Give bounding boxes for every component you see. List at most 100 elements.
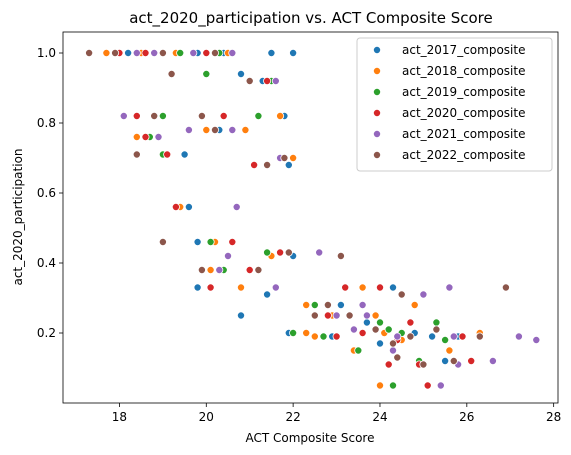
y-axis-label: act_2020_participation [11,148,25,285]
data-point [236,311,245,320]
data-point [210,126,219,135]
data-point [171,202,180,211]
data-point [388,381,397,390]
data-point [202,49,211,58]
legend-marker [372,67,381,76]
legend-marker [372,109,381,118]
legend-label: act_2020_composite [402,106,525,120]
data-point [176,49,185,58]
legend: act_2017_composite act_2018_composite act_… [356,37,553,172]
data-point [141,132,150,141]
data-point [163,150,172,159]
data-point [158,49,167,58]
chart-title: act_2020_participation vs. ACT Composite… [129,9,493,28]
data-point [310,332,319,341]
data-point [102,49,111,58]
data-point [241,126,250,135]
data-point [501,283,510,292]
data-point [280,153,289,162]
data-point [302,300,311,309]
data-point [184,126,193,135]
legend-item: act_2021_composite [372,127,525,141]
data-point [219,112,228,121]
data-point [254,112,263,121]
data-point [206,265,215,274]
data-point [289,328,298,337]
data-point [184,202,193,211]
data-point [197,265,206,274]
data-point [375,381,384,390]
legend-item: act_2018_composite [372,64,525,78]
data-point [358,328,367,337]
data-point [215,265,224,274]
data-point [263,77,272,86]
data-point [432,318,441,327]
data-point [132,132,141,141]
y-axis: 0.2 0.4 0.6 0.8 1.0 [37,46,63,340]
data-point [167,70,176,79]
legend-marker [372,129,381,138]
data-point [232,202,241,211]
data-point [375,283,384,292]
data-point [449,332,458,341]
legend-item: act_2017_composite [372,43,525,57]
y-tick-label: 0.8 [37,116,56,130]
data-point [323,311,332,320]
data-point [271,283,280,292]
data-point [245,265,254,274]
data-point [193,237,202,246]
data-point [141,49,150,58]
data-point [284,160,293,169]
data-point [428,332,437,341]
data-point [375,339,384,348]
series-act_2020_composite [115,49,476,390]
data-point [358,300,367,309]
data-point [441,356,450,365]
data-point [419,360,428,369]
data-point [362,318,371,327]
data-point [349,325,358,334]
data-point [189,49,198,58]
data-point [432,325,441,334]
data-point [236,283,245,292]
data-point [436,381,445,390]
data-point [354,346,363,355]
data-point [228,126,237,135]
data-point [410,300,419,309]
legend-item: act_2019_composite [372,85,525,99]
plot-frame [62,31,559,404]
data-point [406,332,415,341]
data-point [250,160,259,169]
data-point [228,237,237,246]
data-point [393,332,402,341]
legend-marker [372,150,381,159]
x-tick-label: 26 [459,410,474,424]
legend-item: act_2022_composite [372,148,525,162]
data-point [228,49,237,58]
data-point [263,290,272,299]
data-point [111,49,120,58]
series-act_2022_composite [85,49,510,369]
data-point [336,300,345,309]
legend-marker [372,88,381,97]
data-point [384,325,393,334]
data-point [150,112,159,121]
legend-marker [372,46,381,55]
x-tick-label: 20 [199,410,214,424]
data-point [158,112,167,121]
data-point [371,311,380,320]
data-point [332,332,341,341]
data-point [467,356,476,365]
x-tick-label: 18 [112,410,127,424]
data-point [445,346,454,355]
x-tick-label: 24 [372,410,387,424]
x-tick-label: 28 [546,410,561,424]
data-point [514,332,523,341]
data-point [124,49,133,58]
data-point [310,311,319,320]
data-point [332,311,341,320]
x-axis-label: ACT Composite Score [246,431,375,445]
data-point [445,283,454,292]
data-point [336,251,345,260]
